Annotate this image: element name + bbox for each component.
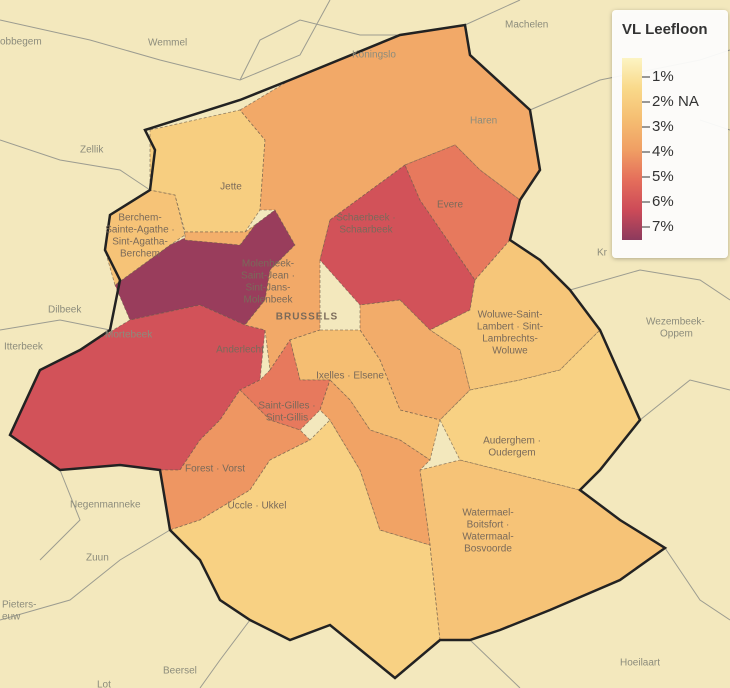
municipality-label: Boitsfort · xyxy=(467,520,510,531)
place-label: Zellik xyxy=(80,145,104,156)
place-label: Machelen xyxy=(505,20,548,31)
municipality-label: Saint-Gilles · xyxy=(258,401,315,412)
municipality xyxy=(239,339,331,431)
municipality-label: Forest · Vorst xyxy=(185,464,245,475)
municipality-label: Bosvoorde xyxy=(464,544,512,555)
legend-tick-label: 1% xyxy=(652,68,674,85)
legend-tick-label: 7% xyxy=(652,218,674,235)
municipality-label: Lambert · Sint- xyxy=(477,322,543,333)
municipality-label: Saint-Jean · xyxy=(241,271,295,282)
place-label: Haren xyxy=(470,116,497,127)
municipality-label: Sint-Gillis xyxy=(266,413,308,424)
legend-title: VL Leefloon xyxy=(622,21,708,38)
municipality-label: Sint-Jans- xyxy=(245,283,290,294)
municipality xyxy=(404,144,521,281)
legend-tick-label: 2% xyxy=(652,93,674,110)
place-label: obbegem xyxy=(0,37,42,48)
legend-tick-label: 3% xyxy=(652,118,674,135)
municipality-label: Watermaal- xyxy=(462,532,513,543)
municipality-label: Molenbeek xyxy=(244,295,294,306)
municipality-label: Evere xyxy=(437,200,464,211)
municipality-label: Ixelles · Elsene xyxy=(316,371,384,382)
place-label: Kr xyxy=(597,248,608,259)
municipality-label: Molenbeek- xyxy=(242,259,294,270)
place-label: Mortebeek xyxy=(105,330,153,341)
municipality-label: BRUSSELS xyxy=(276,312,338,323)
municipality-label: Sainte-Agathe · xyxy=(105,225,175,236)
municipality xyxy=(319,379,431,546)
legend-tick-label: 5% xyxy=(652,168,674,185)
place-label: Beersel xyxy=(163,666,197,677)
municipality-label: Watermael- xyxy=(462,508,513,519)
place-label: Wemmel xyxy=(148,38,187,49)
place-label: Wezembeek- xyxy=(646,317,705,328)
municipality-label: Woluwe xyxy=(492,346,528,357)
municipality xyxy=(289,329,441,461)
municipality-label: Auderghem · xyxy=(483,436,541,447)
municipality-label: Jette xyxy=(220,182,242,193)
place-label: Hoeilaart xyxy=(620,658,660,669)
place-label: Oppem xyxy=(660,329,693,340)
legend-tick-label: 4% xyxy=(652,143,674,160)
municipality-label: Schaerbeek · xyxy=(336,213,395,224)
regions xyxy=(9,24,666,679)
place-label: Itterbeek xyxy=(4,342,44,353)
municipality-label: Sint-Agatha- xyxy=(112,237,168,248)
place-label: euw xyxy=(2,612,21,623)
legend-na: NA xyxy=(678,93,699,110)
legend-tick-label: 6% xyxy=(652,193,674,210)
place-label: Pieters- xyxy=(2,600,36,611)
place-label: Dilbeek xyxy=(48,305,82,316)
municipality-label: Schaarbeek xyxy=(339,225,393,236)
municipality-label: Woluwe-Saint- xyxy=(478,310,543,321)
place-label: Negenmanneke xyxy=(70,500,141,511)
municipality-label: Uccle · Ukkel xyxy=(228,501,287,512)
place-label: Koningslo xyxy=(352,50,396,61)
municipality-label: Lambrechts- xyxy=(482,334,538,345)
labels: Molenbeek-Saint-Jean ·Sint-Jans-Molenbee… xyxy=(0,20,705,688)
municipality-label: Berchem- xyxy=(118,213,161,224)
municipality-label: Berchem xyxy=(120,249,160,260)
place-label: Zuun xyxy=(86,553,109,564)
municipality-label: Oudergem xyxy=(488,448,535,459)
municipality-label: Anderlecht xyxy=(216,345,264,356)
place-label: Lot xyxy=(97,680,111,688)
legend-colorbar xyxy=(622,58,642,240)
municipality xyxy=(184,224,256,246)
region-outline xyxy=(8,23,668,680)
legend: VL Leefloon NA 1% 2% 3% 4% 5% 6% 7% xyxy=(612,10,728,258)
